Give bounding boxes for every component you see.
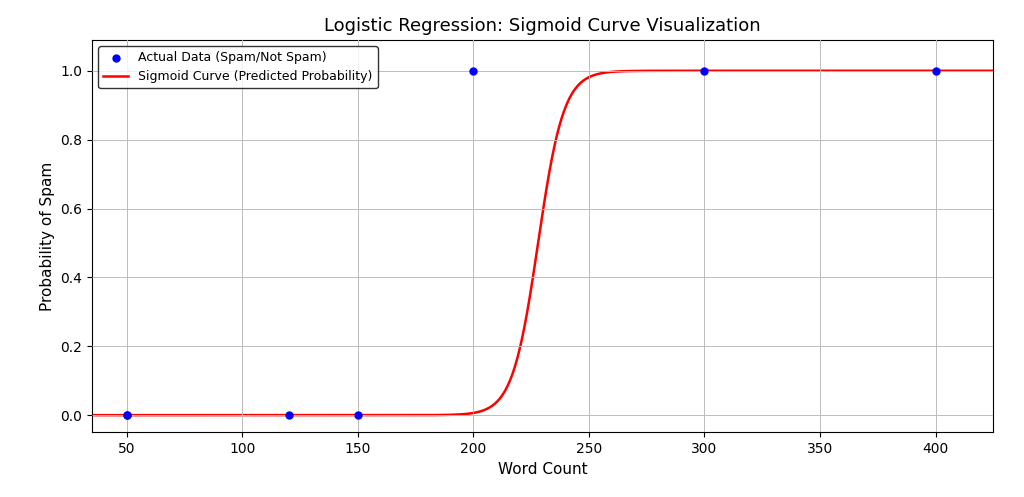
X-axis label: Word Count: Word Count xyxy=(498,462,588,477)
Actual Data (Spam/Not Spam) xyxy=(119,411,135,419)
Actual Data (Spam/Not Spam) xyxy=(696,67,713,75)
Y-axis label: Probability of Spam: Probability of Spam xyxy=(40,162,55,311)
Title: Logistic Regression: Sigmoid Curve Visualization: Logistic Regression: Sigmoid Curve Visua… xyxy=(325,17,761,35)
Actual Data (Spam/Not Spam) xyxy=(349,411,366,419)
Line: Sigmoid Curve (Predicted Probability): Sigmoid Curve (Predicted Probability) xyxy=(92,71,993,415)
Actual Data (Spam/Not Spam) xyxy=(281,411,297,419)
Actual Data (Spam/Not Spam) xyxy=(465,67,481,75)
Sigmoid Curve (Predicted Probability) xyxy=(524,291,537,297)
Actual Data (Spam/Not Spam) xyxy=(119,411,135,419)
Sigmoid Curve (Predicted Probability) xyxy=(983,68,995,74)
Sigmoid Curve (Predicted Probability) xyxy=(987,68,999,74)
Sigmoid Curve (Predicted Probability) xyxy=(132,412,144,418)
Sigmoid Curve (Predicted Probability) xyxy=(86,412,98,418)
Legend: Actual Data (Spam/Not Spam), Sigmoid Curve (Predicted Probability): Actual Data (Spam/Not Spam), Sigmoid Cur… xyxy=(98,46,378,88)
Sigmoid Curve (Predicted Probability) xyxy=(961,68,973,74)
Sigmoid Curve (Predicted Probability) xyxy=(961,68,973,74)
Actual Data (Spam/Not Spam) xyxy=(928,67,944,75)
Sigmoid Curve (Predicted Probability) xyxy=(796,68,808,74)
Sigmoid Curve (Predicted Probability) xyxy=(501,385,513,391)
